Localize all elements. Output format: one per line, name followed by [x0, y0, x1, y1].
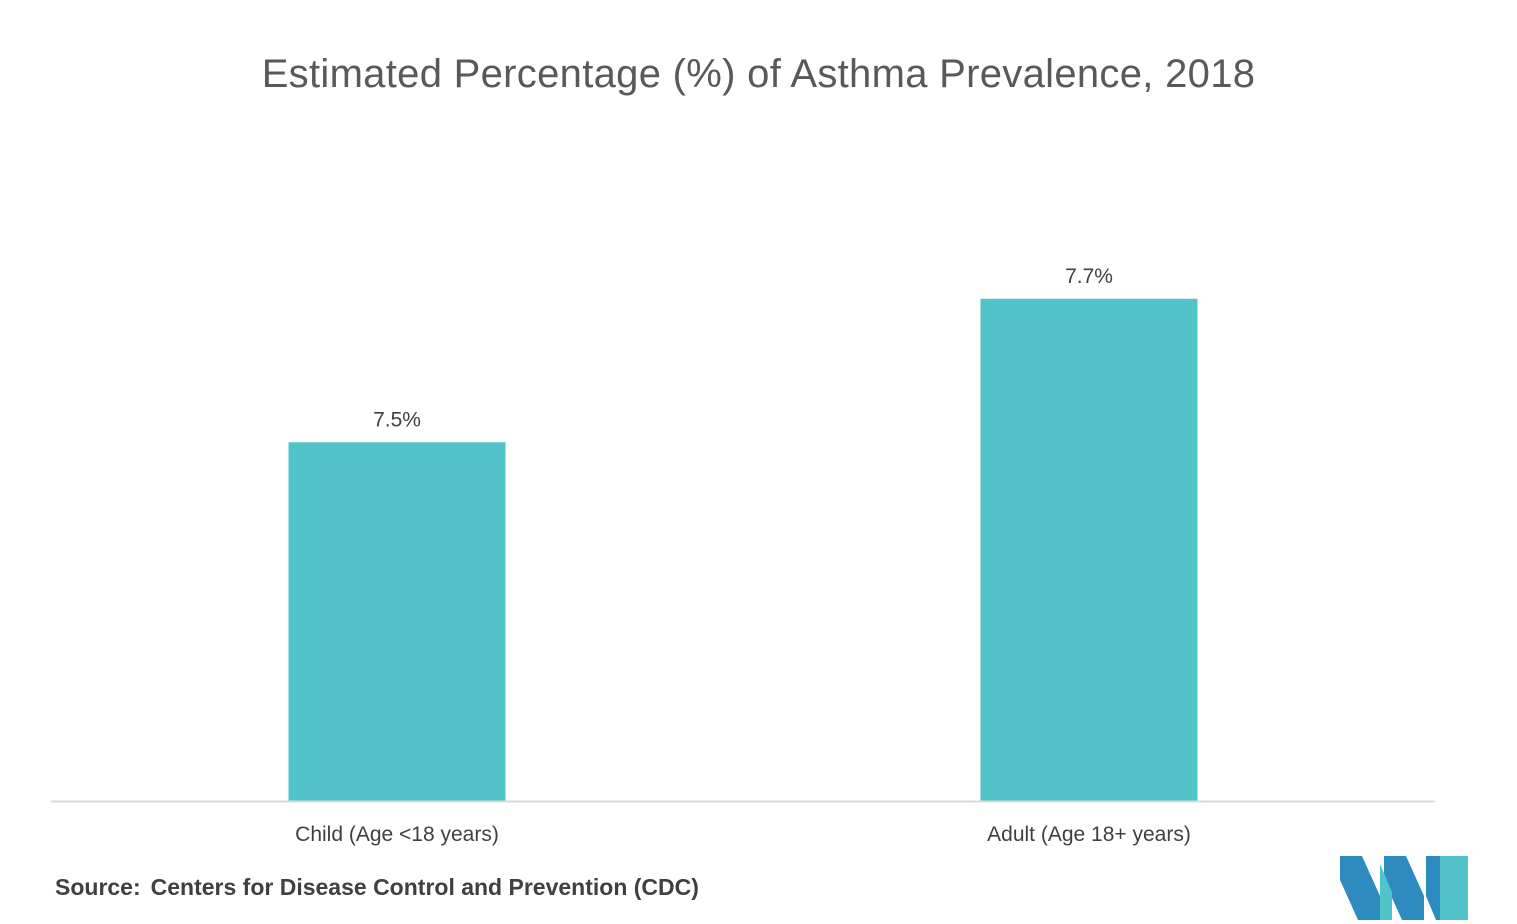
data-label-0: 7.5% [373, 408, 421, 431]
source-text: Centers for Disease Control and Preventi… [150, 874, 699, 900]
category-label-1: Adult (Age 18+ years) [987, 823, 1191, 846]
data-label-1: 7.7% [1065, 265, 1113, 288]
chart-title: Estimated Percentage (%) of Asthma Preva… [261, 52, 1256, 96]
bar-0 [288, 442, 506, 801]
source-label: Source: [55, 874, 141, 900]
bar-1 [980, 298, 1198, 801]
logo-mid-accent [1380, 864, 1392, 920]
logo-left-stroke [1340, 856, 1380, 920]
company-logo-icon [1340, 856, 1468, 920]
logo-right-accent [1426, 856, 1440, 920]
source-note: Source: Centers for Disease Control and P… [55, 874, 699, 901]
logo-right-stroke [1440, 856, 1468, 920]
logo-mid-stroke [1384, 856, 1424, 920]
category-label-0: Child (Age <18 years) [295, 823, 499, 846]
